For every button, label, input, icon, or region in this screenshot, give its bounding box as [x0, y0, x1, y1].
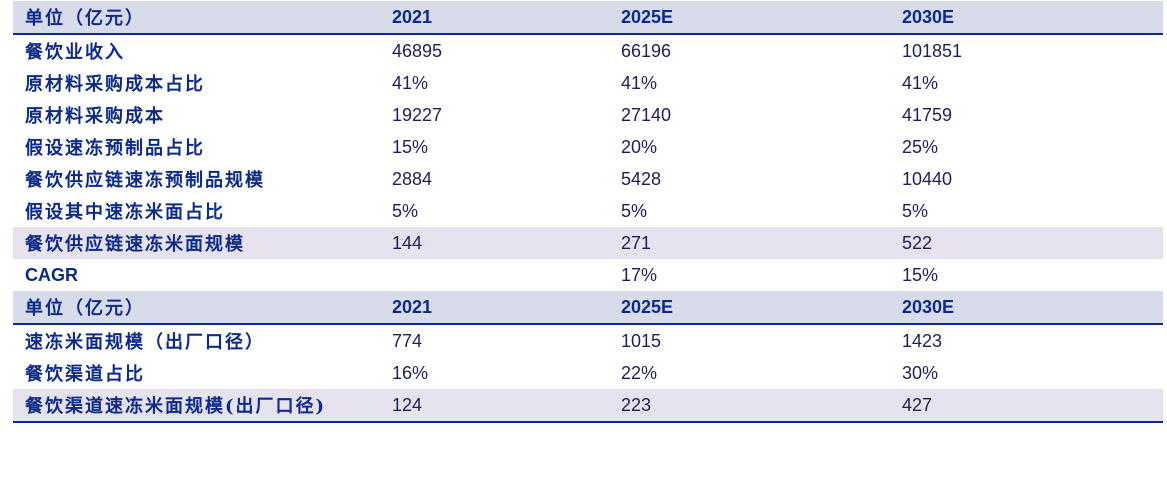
value-cell: 1015 [621, 330, 662, 351]
market-size-table: 单位（亿元） 2021 2025E 2030E 餐饮业收入 46895 66196 10185… [13, 1, 1163, 423]
year-header-cell: 2025E [609, 291, 890, 325]
header-row: 单位（亿元） 2021 2025E 2030E [13, 291, 1163, 325]
value-cell: 5428 [621, 168, 662, 189]
value-cell: 22% [621, 362, 658, 383]
value-cell: 16% [392, 362, 429, 383]
value-cell: 17% [621, 264, 658, 285]
value-cell: 101851 [902, 40, 963, 61]
table-body: 单位（亿元） 2021 2025E 2030E 餐饮业收入 46895 66196 10185… [13, 1, 1163, 423]
value-cell: 19227 [392, 104, 443, 125]
table-row: 原材料采购成本 19227 27140 41759 [13, 99, 1163, 131]
value-cell: 5% [621, 200, 648, 221]
value-cell: 25% [902, 136, 939, 157]
value-cell: 41% [392, 72, 429, 93]
row-label-cell: 假设其中速冻米面占比 [25, 202, 225, 223]
year-header-cell: 2030E [890, 291, 1163, 325]
value-cell: 427 [890, 389, 1163, 423]
table-row: 假设其中速冻米面占比 5% 5% 5% [13, 195, 1163, 227]
row-label-cell: 原材料采购成本占比 [25, 74, 205, 95]
value-cell: 5% [392, 200, 419, 221]
table-row: 假设速冻预制品占比 15% 20% 25% [13, 131, 1163, 163]
table-row: 餐饮渠道速冻米面规模(出厂口径) 124 223 427 [13, 389, 1163, 423]
value-cell: 1423 [902, 330, 943, 351]
row-label-cell: 餐饮供应链速冻米面规模 [13, 227, 380, 259]
value-cell: 15% [392, 136, 429, 157]
table-row: 餐饮业收入 46895 66196 101851 [13, 34, 1163, 67]
value-cell: 522 [890, 227, 1163, 259]
value-cell: 774 [392, 330, 423, 351]
value-cell: 41% [621, 72, 658, 93]
value-cell: 10440 [902, 168, 953, 189]
unit-header-cell: 单位（亿元） [13, 1, 380, 35]
year-header-cell: 2021 [380, 291, 609, 325]
table-row: 餐饮渠道占比 16% 22% 30% [13, 357, 1163, 389]
row-label-cell: 餐饮业收入 [25, 42, 125, 63]
table-row: 餐饮供应链速冻米面规模 144 271 522 [13, 227, 1163, 259]
row-label-cell: 餐饮渠道速冻米面规模(出厂口径) [13, 389, 380, 423]
value-cell: 2884 [392, 168, 433, 189]
row-label-cell: CAGR [25, 264, 78, 285]
value-cell: 27140 [621, 104, 672, 125]
table-row: 速冻米面规模（出厂口径） 774 1015 1423 [13, 324, 1163, 357]
value-cell: 66196 [621, 40, 672, 61]
row-label-cell: 速冻米面规模（出厂口径） [25, 332, 265, 353]
row-label-cell: 餐饮供应链速冻预制品规模 [25, 170, 265, 191]
value-cell [380, 259, 609, 291]
unit-header-cell: 单位（亿元） [13, 291, 380, 325]
value-cell: 41759 [902, 104, 953, 125]
year-header-cell: 2025E [609, 1, 890, 35]
value-cell: 223 [609, 389, 890, 423]
table-row: 原材料采购成本占比 41% 41% 41% [13, 67, 1163, 99]
value-cell: 20% [621, 136, 658, 157]
year-header-cell: 2030E [890, 1, 1163, 35]
row-label-cell: 餐饮渠道占比 [25, 364, 145, 385]
table-row: CAGR 17% 15% [13, 259, 1163, 291]
value-cell: 124 [380, 389, 609, 423]
table-row: 餐饮供应链速冻预制品规模 2884 5428 10440 [13, 163, 1163, 195]
row-label-cell: 原材料采购成本 [25, 106, 165, 127]
row-label-cell: 假设速冻预制品占比 [25, 138, 205, 159]
value-cell: 41% [902, 72, 939, 93]
value-cell: 144 [380, 227, 609, 259]
value-cell: 46895 [392, 40, 443, 61]
value-cell: 30% [902, 362, 939, 383]
value-cell: 15% [902, 264, 939, 285]
header-row: 单位（亿元） 2021 2025E 2030E [13, 1, 1163, 35]
value-cell: 5% [902, 200, 929, 221]
year-header-cell: 2021 [380, 1, 609, 35]
value-cell: 271 [609, 227, 890, 259]
